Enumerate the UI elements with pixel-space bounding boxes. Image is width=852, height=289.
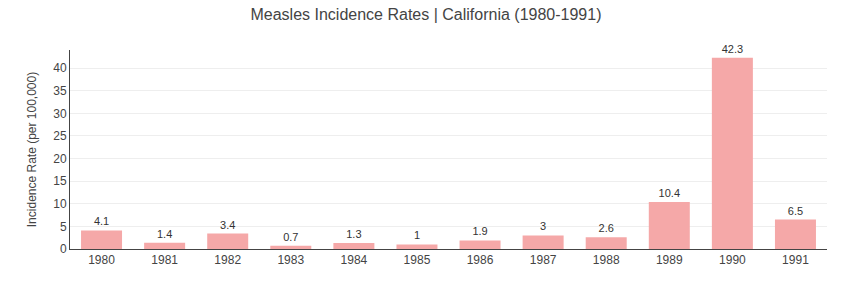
svg-text:10: 10	[53, 197, 67, 211]
svg-text:10.4: 10.4	[659, 187, 680, 199]
svg-text:3.4: 3.4	[220, 219, 235, 231]
svg-text:1981: 1981	[151, 253, 178, 267]
svg-text:1990: 1990	[719, 253, 746, 267]
svg-text:1: 1	[414, 229, 420, 241]
svg-text:20: 20	[53, 152, 67, 166]
svg-text:2.6: 2.6	[599, 222, 614, 234]
svg-text:Incidence Rate (per 100,000): Incidence Rate (per 100,000)	[25, 72, 39, 227]
svg-text:1988: 1988	[593, 253, 620, 267]
svg-text:3: 3	[540, 220, 546, 232]
svg-text:0.7: 0.7	[283, 231, 298, 243]
svg-text:42.3: 42.3	[722, 43, 743, 55]
svg-text:Measles Incidence Rates | Cali: Measles Incidence Rates | California (19…	[250, 6, 601, 23]
svg-text:1.4: 1.4	[157, 228, 172, 240]
svg-text:1.9: 1.9	[472, 225, 487, 237]
svg-text:1987: 1987	[530, 253, 557, 267]
svg-text:1984: 1984	[341, 253, 368, 267]
svg-text:1980: 1980	[88, 253, 115, 267]
svg-text:40: 40	[53, 61, 67, 75]
svg-text:4.1: 4.1	[94, 215, 109, 227]
svg-text:1985: 1985	[404, 253, 431, 267]
svg-text:0: 0	[60, 242, 67, 256]
svg-text:1982: 1982	[214, 253, 241, 267]
svg-text:1983: 1983	[277, 253, 304, 267]
svg-text:25: 25	[53, 129, 67, 143]
svg-text:1989: 1989	[656, 253, 683, 267]
svg-text:1991: 1991	[782, 253, 809, 267]
svg-text:6.5: 6.5	[788, 205, 803, 217]
svg-text:1986: 1986	[467, 253, 494, 267]
svg-text:1.3: 1.3	[346, 228, 361, 240]
svg-text:30: 30	[53, 107, 67, 121]
svg-text:15: 15	[53, 174, 67, 188]
svg-text:5: 5	[60, 220, 67, 234]
svg-text:35: 35	[53, 84, 67, 98]
